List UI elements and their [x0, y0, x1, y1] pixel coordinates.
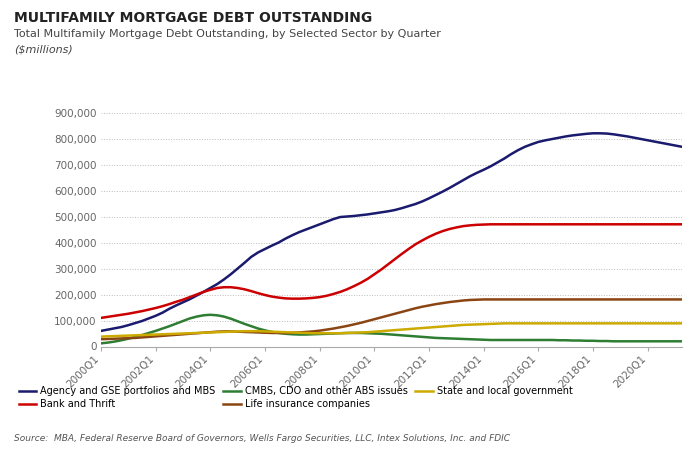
Bank and Thrift: [97, 315, 105, 320]
Bank and Thrift: [158, 303, 166, 309]
CMBS, CDO and other ABS issues: [548, 338, 556, 343]
Bank and Thrift: [596, 221, 604, 227]
State and local government: [377, 328, 386, 334]
Life insurance companies: [678, 297, 686, 302]
Agency and GSE portfolios and MBS: [158, 310, 166, 315]
Agency and GSE portfolios and MBS: [97, 328, 105, 333]
CMBS, CDO and other ABS issues: [678, 338, 686, 344]
CMBS, CDO and other ABS issues: [124, 336, 132, 342]
Bank and Thrift: [377, 267, 386, 272]
Text: Source:  MBA, Federal Reserve Board of Governors, Wells Fargo Securities, LLC, I: Source: MBA, Federal Reserve Board of Go…: [14, 434, 510, 443]
CMBS, CDO and other ABS issues: [596, 338, 604, 344]
CMBS, CDO and other ABS issues: [97, 341, 105, 346]
Life insurance companies: [97, 337, 105, 342]
CMBS, CDO and other ABS issues: [384, 332, 393, 337]
State and local government: [124, 333, 132, 338]
CMBS, CDO and other ABS issues: [111, 339, 119, 344]
State and local government: [111, 333, 119, 339]
State and local government: [678, 321, 686, 326]
State and local government: [158, 332, 166, 337]
Life insurance companies: [377, 315, 386, 320]
Text: MULTIFAMILY MORTGAGE DEBT OUTSTANDING: MULTIFAMILY MORTGAGE DEBT OUTSTANDING: [14, 11, 372, 25]
Life insurance companies: [480, 297, 488, 302]
Life insurance companies: [111, 336, 119, 342]
CMBS, CDO and other ABS issues: [206, 312, 214, 318]
Life insurance companies: [548, 297, 556, 302]
Line: Life insurance companies: Life insurance companies: [101, 299, 682, 339]
Line: State and local government: State and local government: [101, 324, 682, 337]
State and local government: [97, 334, 105, 339]
Agency and GSE portfolios and MBS: [596, 130, 604, 136]
Bank and Thrift: [548, 221, 556, 227]
Life insurance companies: [124, 336, 132, 341]
Bank and Thrift: [487, 221, 495, 227]
Line: Agency and GSE portfolios and MBS: Agency and GSE portfolios and MBS: [101, 133, 682, 331]
Bank and Thrift: [124, 311, 132, 316]
Text: ($millions): ($millions): [14, 45, 72, 55]
Legend: Agency and GSE portfolios and MBS, Bank and Thrift, CMBS, CDO and other ABS issu: Agency and GSE portfolios and MBS, Bank …: [19, 386, 573, 409]
Agency and GSE portfolios and MBS: [377, 210, 386, 215]
CMBS, CDO and other ABS issues: [158, 326, 166, 331]
Agency and GSE portfolios and MBS: [111, 326, 119, 331]
Line: CMBS, CDO and other ABS issues: CMBS, CDO and other ABS issues: [101, 315, 682, 343]
Life insurance companies: [158, 333, 166, 338]
Agency and GSE portfolios and MBS: [124, 323, 132, 328]
State and local government: [500, 321, 509, 326]
Life insurance companies: [596, 297, 604, 302]
Line: Bank and Thrift: Bank and Thrift: [101, 224, 682, 318]
Bank and Thrift: [678, 221, 686, 227]
Agency and GSE portfolios and MBS: [678, 144, 686, 149]
Agency and GSE portfolios and MBS: [589, 130, 597, 136]
Agency and GSE portfolios and MBS: [541, 138, 550, 143]
State and local government: [596, 321, 604, 326]
State and local government: [548, 321, 556, 326]
Bank and Thrift: [111, 313, 119, 319]
Text: Total Multifamily Mortgage Debt Outstanding, by Selected Sector by Quarter: Total Multifamily Mortgage Debt Outstand…: [14, 29, 441, 39]
